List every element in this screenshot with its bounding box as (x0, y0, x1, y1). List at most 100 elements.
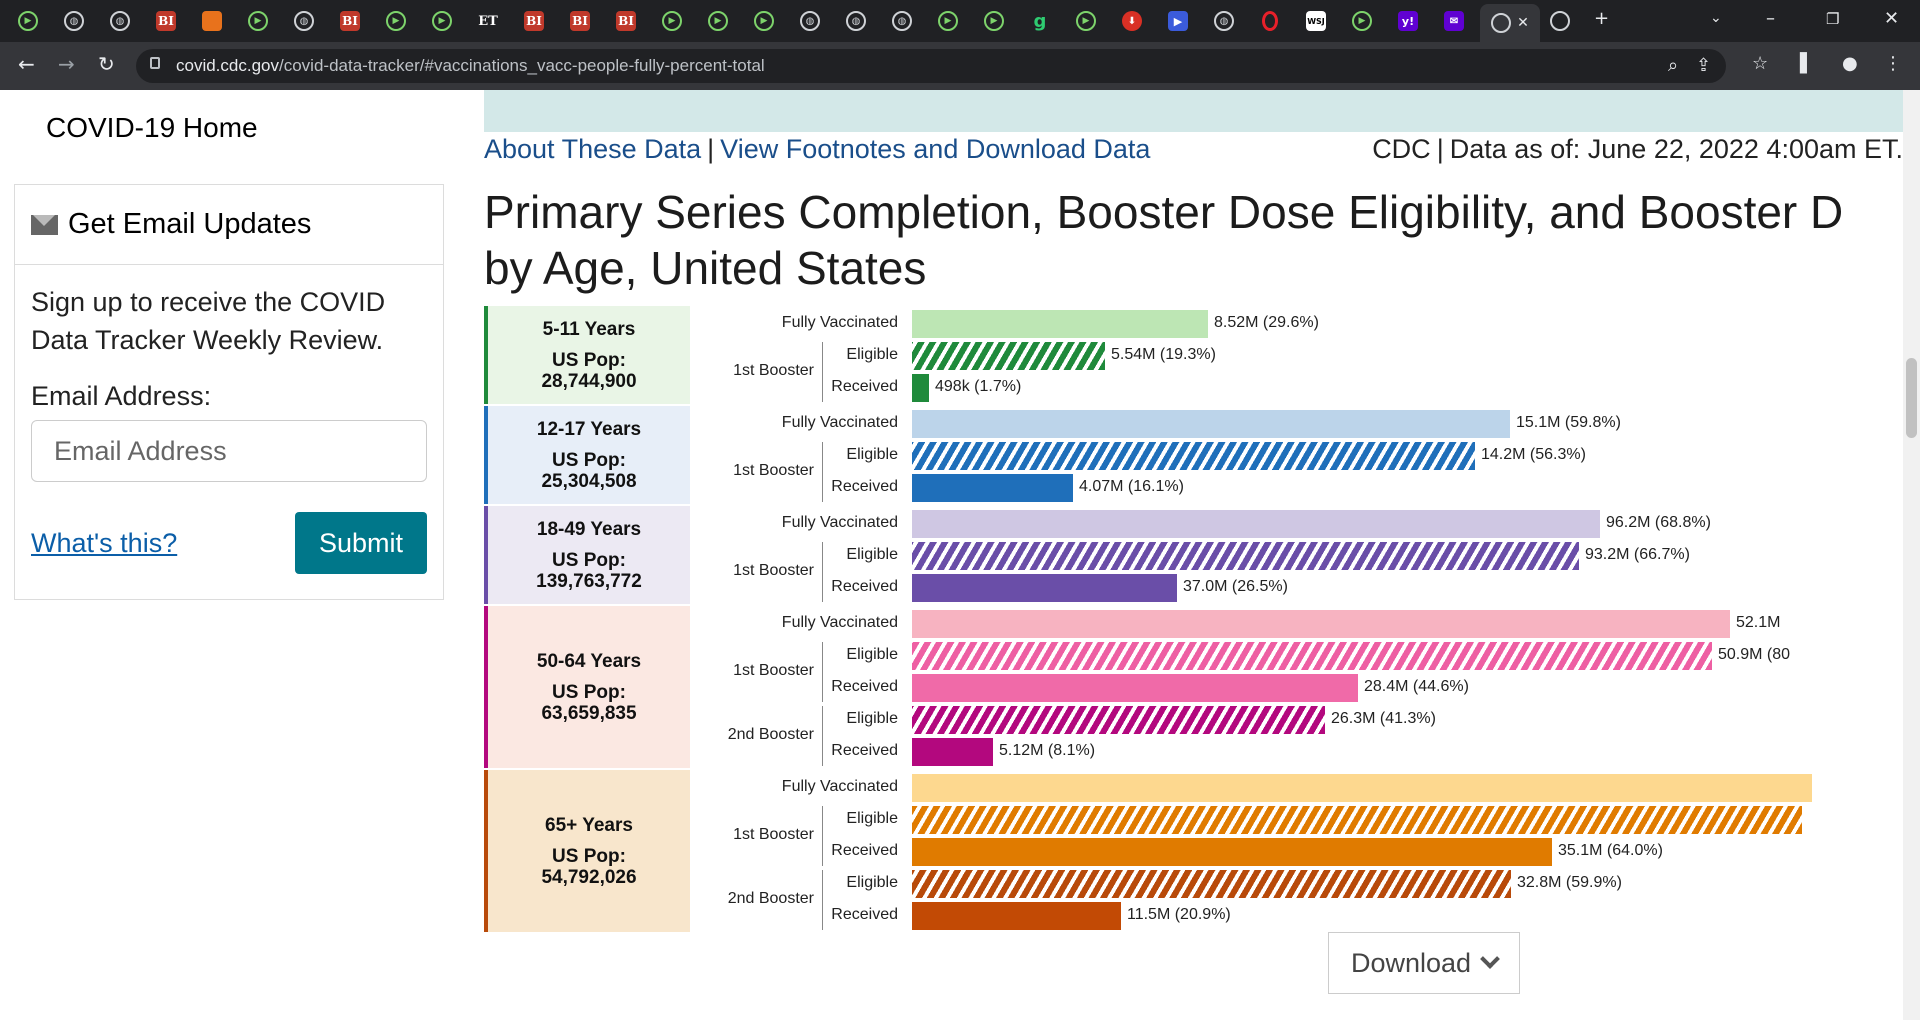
browser-tab[interactable]: y! (1388, 6, 1428, 36)
browser-tab[interactable]: ET (468, 6, 508, 36)
row-sub-label: Received (831, 378, 898, 395)
play-favicon-icon: ▶ (938, 11, 958, 31)
bar-fully-vaccinated[interactable] (912, 310, 1208, 338)
browser-tab[interactable]: ✉ (1434, 6, 1474, 36)
row-sub-label: Received (831, 678, 898, 695)
browser-tab[interactable]: ◍ (284, 6, 324, 36)
lock-icon (150, 57, 160, 69)
browser-tab[interactable]: BI (330, 6, 370, 36)
download-button[interactable]: Download (1328, 932, 1520, 994)
bar-received[interactable] (912, 674, 1358, 702)
bar-value-label: 5.12M (8.1%) (999, 742, 1096, 759)
booster-category-label: 1st Booster (733, 362, 814, 379)
bar-received[interactable] (912, 474, 1073, 502)
bar-eligible[interactable] (912, 342, 1105, 370)
browser-tab[interactable]: ◍ (1204, 6, 1244, 36)
back-icon[interactable]: ← (18, 52, 35, 76)
bar-eligible[interactable] (912, 870, 1511, 898)
browser-tab[interactable]: ▶ (1158, 6, 1198, 36)
new-tab-icon[interactable]: + (1594, 8, 1610, 29)
close-window-icon[interactable]: ✕ (1884, 8, 1900, 29)
age-group-box: 65+ Years US Pop: 54,792,026 (484, 770, 690, 932)
vaccination-bar-chart: 5-11 Years US Pop: 28,744,900 Fully Vaccina… (484, 304, 1903, 1020)
browser-tab[interactable] (1250, 6, 1290, 36)
bar-received[interactable] (912, 902, 1121, 930)
minimize-icon[interactable]: – (1766, 8, 1775, 29)
globe-favicon-icon: ◍ (892, 11, 912, 31)
bar-eligible[interactable] (912, 642, 1712, 670)
row-sub-label: Received (831, 842, 898, 859)
browser-tab[interactable]: ▶ (8, 6, 48, 36)
bar-eligible[interactable] (912, 806, 1802, 834)
footnotes-link[interactable]: View Footnotes and Download Data (720, 134, 1151, 164)
tab-search-icon[interactable]: ⌄ (1710, 10, 1722, 26)
bar-fully-vaccinated[interactable] (912, 510, 1600, 538)
pop-value: 139,763,772 (536, 570, 642, 592)
submit-button[interactable]: Submit (295, 512, 427, 574)
bar-value-label: 52.1M (1736, 614, 1781, 631)
bar-eligible[interactable] (912, 442, 1475, 470)
browser-tab[interactable] (1540, 6, 1580, 36)
play-favicon-icon: ▶ (432, 11, 452, 31)
bar-value-label: 50.9M (80 (1718, 646, 1791, 663)
browser-tab[interactable]: ▶ (974, 6, 1014, 36)
browser-tab[interactable] (192, 6, 232, 36)
browser-tab[interactable]: ◍ (882, 6, 922, 36)
browser-tab[interactable]: ▶ (1342, 6, 1382, 36)
page-scrollbar[interactable] (1903, 90, 1920, 1020)
covid-home-link[interactable]: COVID-19 Home (46, 112, 258, 143)
profile-icon[interactable]: ● (1842, 53, 1858, 74)
browser-tab[interactable]: ◍ (790, 6, 830, 36)
browser-tab[interactable]: BI (146, 6, 186, 36)
side-panel-icon[interactable]: ▌ (1800, 53, 1814, 74)
browser-tab[interactable]: ▶ (744, 6, 784, 36)
bar-fully-vaccinated[interactable] (912, 610, 1730, 638)
red-favicon-icon: ⬇ (1122, 11, 1142, 31)
scroll-thumb[interactable] (1906, 358, 1917, 438)
browser-tab[interactable]: WSJ (1296, 6, 1336, 36)
age-label: 18-49 Years (536, 518, 642, 540)
bar-fully-vaccinated[interactable] (912, 774, 1812, 802)
browser-tab[interactable]: ▶ (698, 6, 738, 36)
browser-tab[interactable]: BI (560, 6, 600, 36)
whats-this-link[interactable]: What's this? (31, 527, 178, 558)
bar-received[interactable] (912, 574, 1177, 602)
browser-tab[interactable]: ▶ (238, 6, 278, 36)
bar-fully-vaccinated[interactable] (912, 410, 1510, 438)
browser-tab[interactable]: BI (514, 6, 554, 36)
browser-tab[interactable]: BI (606, 6, 646, 36)
browser-tab[interactable]: ⬇ (1112, 6, 1152, 36)
forward-icon[interactable]: → (58, 52, 75, 76)
browser-tab[interactable]: ▶ (1066, 6, 1106, 36)
zoom-icon[interactable]: ⌕ (1668, 55, 1679, 76)
browser-tab[interactable]: ▶ (422, 6, 462, 36)
bar-received[interactable] (912, 738, 993, 766)
browser-tab[interactable]: ◍ (836, 6, 876, 36)
active-tab[interactable]: ✕ (1480, 4, 1540, 42)
globe-favicon-icon: ◍ (110, 11, 130, 31)
email-input[interactable] (31, 420, 427, 482)
age-group-box: 5-11 Years US Pop: 28,744,900 (484, 306, 690, 404)
reload-icon[interactable]: ↻ (98, 52, 115, 76)
url-text[interactable]: covid.cdc.gov/covid-data-tracker/#vaccin… (176, 56, 765, 75)
browser-tab[interactable]: ◍ (100, 6, 140, 36)
menu-icon[interactable]: ⋮ (1884, 53, 1902, 74)
about-data-link[interactable]: About These Data (484, 134, 702, 164)
data-as-of: CDC | Data as of: June 22, 2022 4:00am ET. (1372, 134, 1903, 164)
data-source: CDC (1372, 134, 1431, 164)
close-tab-icon[interactable]: ✕ (1517, 15, 1529, 31)
globe-favicon-icon (1550, 11, 1570, 31)
browser-tab[interactable]: ▶ (652, 6, 692, 36)
share-icon[interactable]: ⇪ (1696, 55, 1712, 76)
address-bar[interactable]: covid.cdc.gov/covid-data-tracker/#vaccin… (136, 49, 1726, 83)
browser-tab[interactable]: ▶ (928, 6, 968, 36)
bar-received[interactable] (912, 374, 929, 402)
restore-icon[interactable]: ❐ (1826, 10, 1840, 28)
bookmark-star-icon[interactable]: ☆ (1752, 53, 1769, 74)
browser-tab[interactable]: ◍ (54, 6, 94, 36)
bar-eligible[interactable] (912, 542, 1579, 570)
browser-tab[interactable]: ▶ (376, 6, 416, 36)
bar-eligible[interactable] (912, 706, 1325, 734)
browser-tab[interactable]: g (1020, 6, 1060, 36)
bar-received[interactable] (912, 838, 1552, 866)
